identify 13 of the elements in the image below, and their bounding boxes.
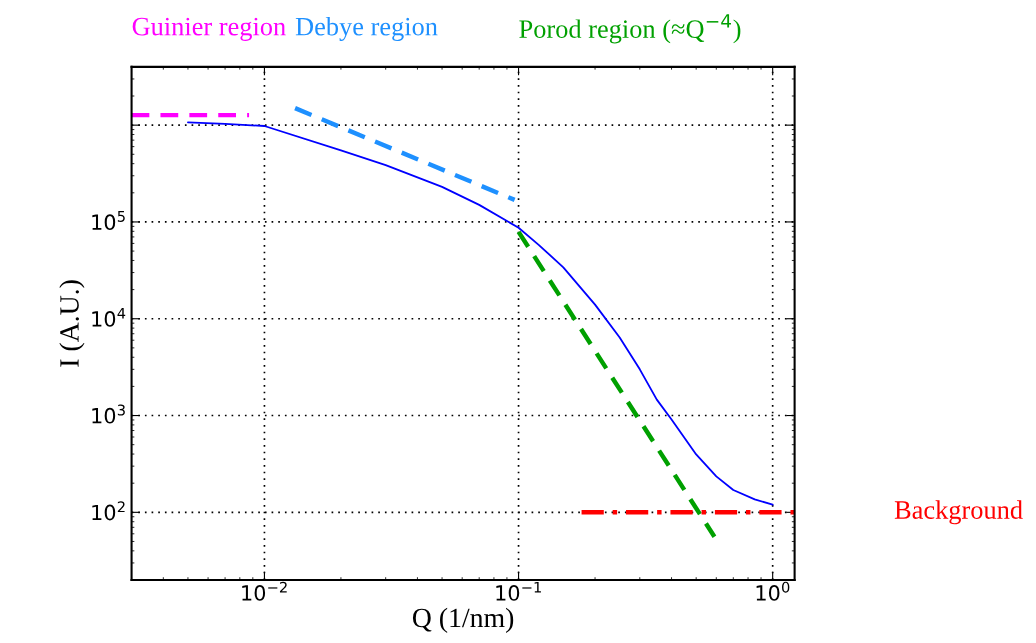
y-axis-title: I (A.U.) — [59, 280, 85, 367]
x-tick-label: 10$^{−1}$ — [496, 581, 541, 601]
text: Debye region — [295, 16, 438, 41]
text: Background — [894, 500, 1023, 525]
y-tick-label: 10$^{5}$ — [92, 211, 125, 231]
text: Guinier region — [132, 17, 286, 41]
text: Porod region (≈Q$^{−4}$) — [519, 14, 741, 44]
x-tick-label: 10$^{0}$ — [756, 581, 790, 601]
y-tick-label: 10$^{3}$ — [92, 404, 125, 424]
x-axis-title: Q (1/nm) — [412, 607, 514, 633]
x-tick-label: 10$^{−2}$ — [242, 581, 287, 601]
y-tick-label: 10$^{4}$ — [92, 307, 126, 327]
y-tick-label: 10$^{2}$ — [92, 501, 125, 521]
